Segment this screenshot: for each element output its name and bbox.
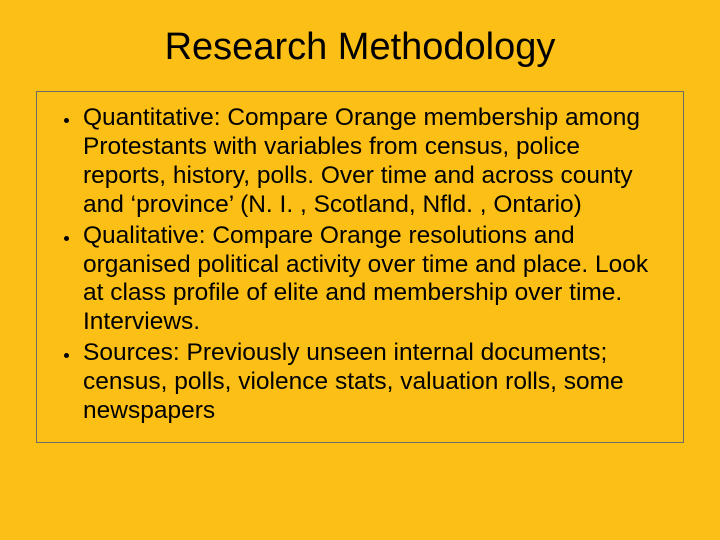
slide-container: Research Methodology Quantitative: Compa… <box>0 0 720 540</box>
bullet-item: Sources: Previously unseen internal docu… <box>81 339 665 426</box>
slide-title: Research Methodology <box>36 26 684 69</box>
bullet-item: Qualitative: Compare Orange resolutions … <box>81 222 665 338</box>
bullet-item: Quantitative: Compare Orange membership … <box>81 104 665 220</box>
content-box: Quantitative: Compare Orange membership … <box>36 91 684 443</box>
bullet-list: Quantitative: Compare Orange membership … <box>55 104 665 426</box>
